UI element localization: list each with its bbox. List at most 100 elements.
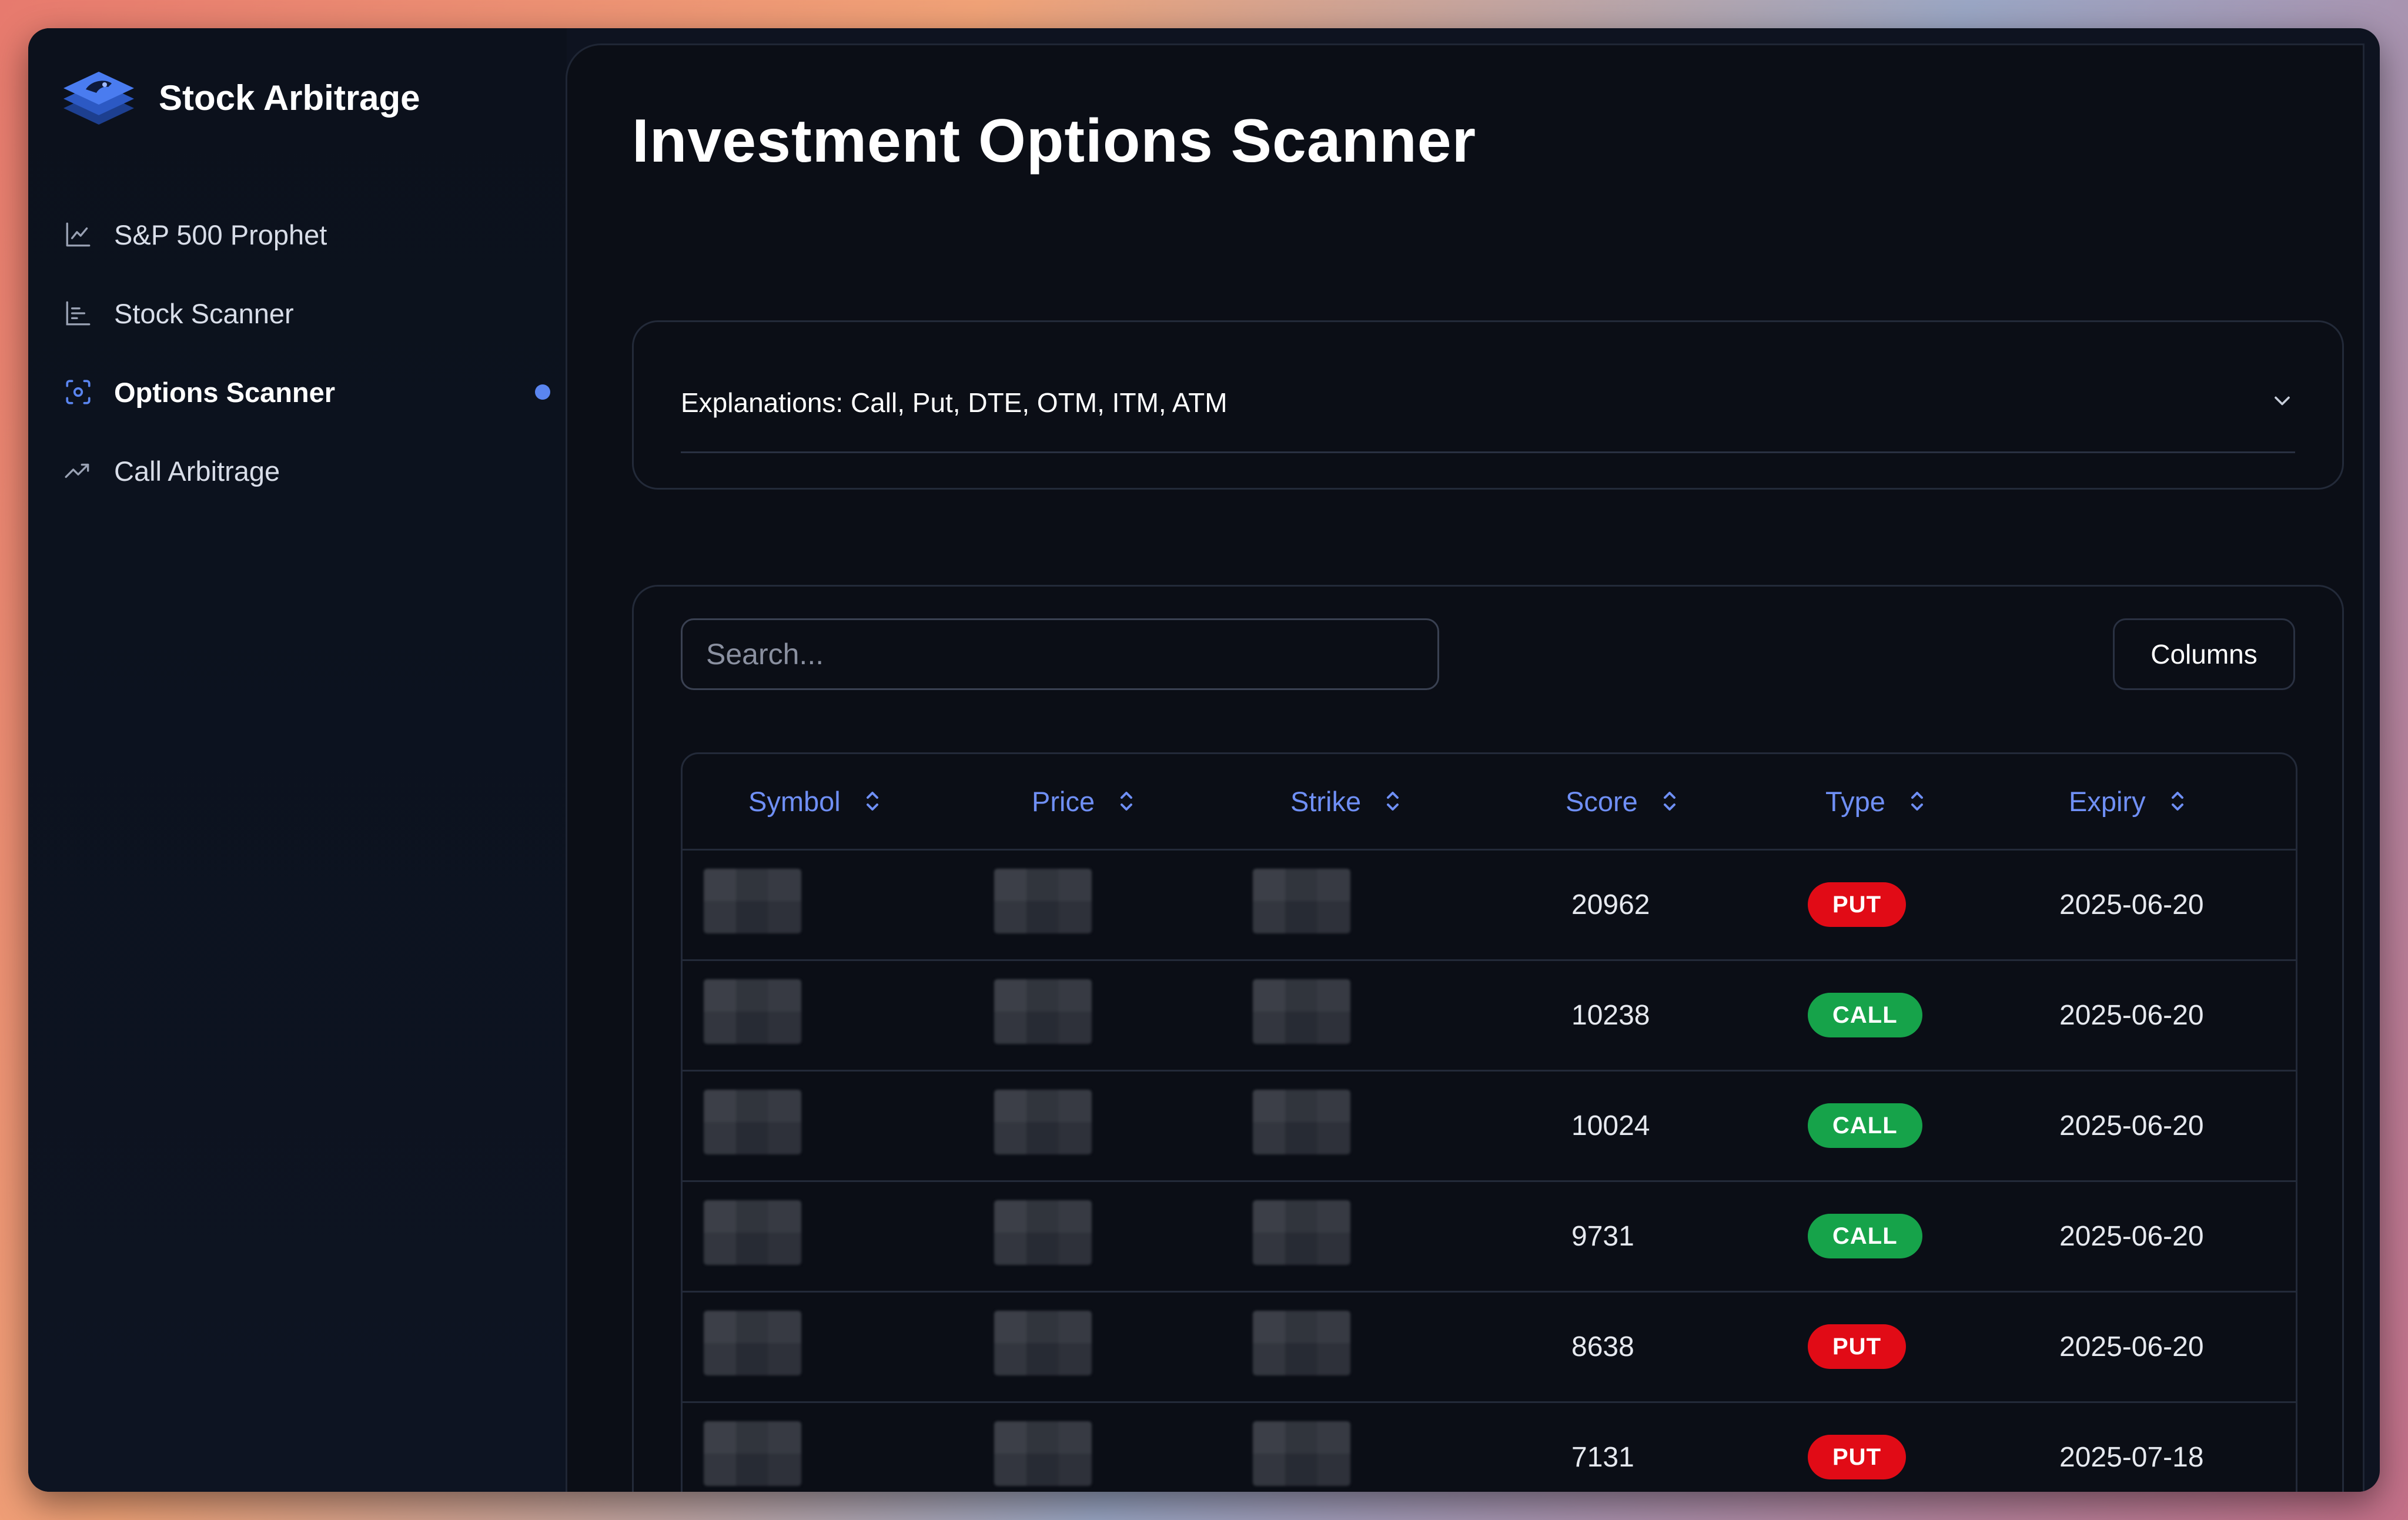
sidebar-item-label: Stock Scanner [114, 297, 294, 329]
sort-icon [2171, 792, 2183, 811]
redacted-value [704, 1311, 801, 1375]
options-table: Symbol Price Strike Score Type Expiry [681, 752, 2297, 1492]
table-row[interactable]: 10024 CALL 2025-06-20 [683, 1070, 2296, 1182]
redacted-value [1253, 869, 1350, 933]
type-cell: PUT [1761, 1291, 2014, 1403]
app-title: Stock Arbitrage [159, 78, 420, 118]
score-cell: 9731 [1496, 1181, 1761, 1293]
logo-icon [63, 72, 134, 125]
price-cell [973, 1402, 1232, 1492]
redacted-value [994, 1311, 1092, 1375]
redacted-value [994, 1421, 1092, 1486]
sidebar-item-options-scanner[interactable]: Options Scanner [62, 353, 550, 431]
redacted-value [994, 1200, 1092, 1265]
table-row[interactable]: 9731 CALL 2025-06-20 [683, 1181, 2296, 1293]
type-badge: PUT [1808, 1324, 1906, 1369]
table-header-row: Symbol Price Strike Score Type Expiry [683, 754, 2296, 851]
column-header-type[interactable]: Type [1761, 754, 2014, 851]
column-header-score[interactable]: Score [1496, 754, 1761, 851]
header-label: Expiry [2069, 785, 2146, 817]
redacted-value [704, 869, 801, 933]
price-cell [973, 849, 1232, 961]
redacted-value [994, 1090, 1092, 1154]
sidebar-item-sp500-prophet[interactable]: S&P 500 Prophet [62, 195, 550, 274]
strike-cell [1232, 1402, 1496, 1492]
type-cell: PUT [1761, 849, 2014, 961]
redacted-value [1253, 1421, 1350, 1486]
active-indicator-dot [535, 384, 550, 400]
header-label: Strike [1290, 785, 1362, 817]
sort-icon [1911, 792, 1923, 811]
symbol-cell [683, 960, 973, 1072]
column-header-price[interactable]: Price [973, 754, 1232, 851]
sidebar-item-label: Options Scanner [114, 376, 336, 408]
chevron-down-icon[interactable] [2269, 388, 2295, 414]
strike-cell [1232, 1070, 1496, 1182]
type-badge: CALL [1808, 1214, 1922, 1258]
strike-cell [1232, 960, 1496, 1072]
brand[interactable]: Stock Arbitrage [58, 62, 420, 133]
score-cell: 8638 [1496, 1291, 1761, 1403]
redacted-value [1253, 1311, 1350, 1375]
options-table-card: Columns Symbol Price Strike Score Type E… [632, 585, 2344, 1492]
main-panel: Investment Options Scanner Explanations:… [566, 43, 2364, 1492]
header-label: Price [1032, 785, 1095, 817]
table-row[interactable]: 8638 PUT 2025-06-20 [683, 1291, 2296, 1403]
redacted-value [704, 1090, 801, 1154]
expiry-cell: 2025-06-20 [2014, 960, 2296, 1072]
table-row[interactable]: 10238 CALL 2025-06-20 [683, 960, 2296, 1072]
table-row[interactable]: 7131 PUT 2025-07-18 [683, 1402, 2296, 1492]
header-label: Score [1566, 785, 1638, 817]
expiry-cell: 2025-06-20 [2014, 1070, 2296, 1182]
page-title: Investment Options Scanner [632, 107, 1477, 175]
search-input[interactable] [681, 618, 1439, 690]
type-badge: PUT [1808, 882, 1906, 927]
sidebar-nav: S&P 500 Prophet Stock Scanner [62, 195, 550, 510]
score-cell: 7131 [1496, 1402, 1761, 1492]
symbol-cell [683, 1402, 973, 1492]
explanations-accordion[interactable]: Explanations: Call, Put, DTE, OTM, ITM, … [632, 320, 2344, 490]
type-badge: CALL [1808, 993, 1922, 1037]
price-cell [973, 1181, 1232, 1293]
table-row[interactable]: 20962 PUT 2025-06-20 [683, 849, 2296, 961]
score-cell: 10024 [1496, 1070, 1761, 1182]
column-header-strike[interactable]: Strike [1232, 754, 1496, 851]
symbol-cell [683, 1181, 973, 1293]
redacted-value [704, 1200, 801, 1265]
redacted-value [994, 979, 1092, 1044]
price-cell [973, 1291, 1232, 1403]
price-cell [973, 960, 1232, 1072]
redacted-value [1253, 1090, 1350, 1154]
type-cell: CALL [1761, 1070, 2014, 1182]
trending-up-icon [62, 455, 94, 487]
symbol-cell [683, 1070, 973, 1182]
header-label: Symbol [748, 785, 841, 817]
type-cell: PUT [1761, 1402, 2014, 1492]
score-cell: 20962 [1496, 849, 1761, 961]
redacted-value [704, 1421, 801, 1486]
sidebar-item-stock-scanner[interactable]: Stock Scanner [62, 274, 550, 353]
expiry-cell: 2025-06-20 [2014, 1181, 2296, 1293]
accordion-label: Explanations: Call, Put, DTE, OTM, ITM, … [681, 387, 1228, 418]
bar-chart-icon [62, 297, 94, 329]
column-header-expiry[interactable]: Expiry [2014, 754, 2296, 851]
score-cell: 10238 [1496, 960, 1761, 1072]
price-cell [973, 1070, 1232, 1182]
column-header-symbol[interactable]: Symbol [683, 754, 973, 851]
header-label: Type [1825, 785, 1885, 817]
sidebar-item-call-arbitrage[interactable]: Call Arbitrage [62, 431, 550, 510]
sidebar-item-label: Call Arbitrage [114, 455, 280, 487]
expiry-cell: 2025-06-20 [2014, 1291, 2296, 1403]
sidebar: Stock Arbitrage S&P 500 Prophet Stock Sc… [28, 28, 567, 1492]
type-badge: CALL [1808, 1103, 1922, 1148]
sort-icon [1121, 792, 1133, 811]
expiry-cell: 2025-06-20 [2014, 849, 2296, 961]
columns-button[interactable]: Columns [2113, 618, 2295, 690]
redacted-value [994, 869, 1092, 933]
line-chart-icon [62, 219, 94, 250]
redacted-value [1253, 979, 1350, 1044]
sort-icon [1387, 792, 1399, 811]
sidebar-item-label: S&P 500 Prophet [114, 219, 327, 250]
redacted-value [1253, 1200, 1350, 1265]
type-cell: CALL [1761, 960, 2014, 1072]
